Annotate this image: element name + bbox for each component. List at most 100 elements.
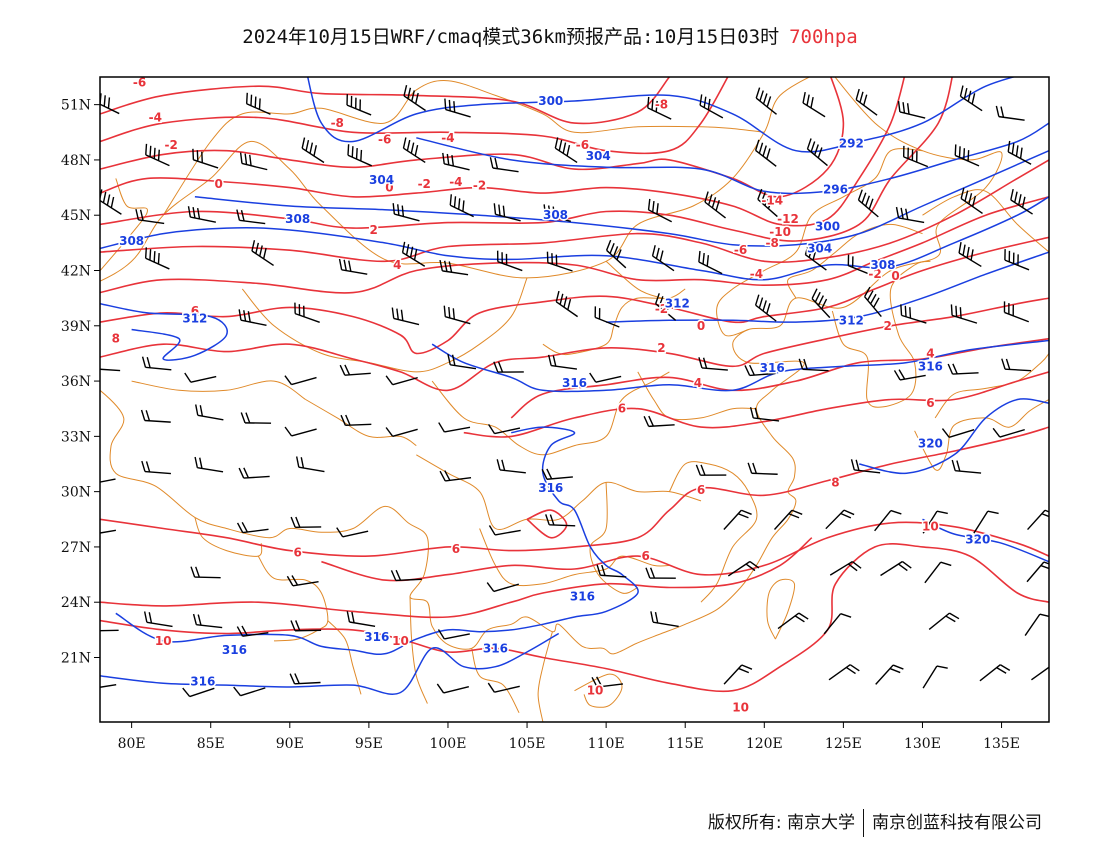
wind-barb xyxy=(798,358,829,372)
temperature-label: 0 xyxy=(214,177,222,191)
border-line xyxy=(327,620,362,695)
wind-barb xyxy=(301,137,325,164)
temperature-label: -6 xyxy=(378,133,391,147)
geopotential-label: 296 xyxy=(823,182,848,196)
geopotential-label: 304 xyxy=(369,173,394,187)
wind-barb xyxy=(442,152,470,171)
temperature-contour xyxy=(100,196,1049,294)
wind-barb xyxy=(100,629,119,632)
border-line xyxy=(416,454,702,530)
wind-barb xyxy=(1003,301,1030,323)
temperature-contour xyxy=(463,371,1049,438)
lon-label: 90E xyxy=(276,736,304,752)
border-line xyxy=(471,648,520,714)
footer-divider xyxy=(863,809,864,837)
geopotential-contour xyxy=(922,518,1049,563)
geopotential-label: 312 xyxy=(665,297,690,311)
wind-barb xyxy=(436,683,469,694)
wind-barb xyxy=(100,478,116,483)
wind-barb xyxy=(546,251,573,272)
geopotential-label: 304 xyxy=(807,241,832,255)
wind-barb xyxy=(339,364,371,376)
geopotential-contour xyxy=(416,122,1049,195)
lat-label: 45N xyxy=(61,208,91,224)
geopotential-contour xyxy=(859,398,1049,475)
geopotential-label: 308 xyxy=(543,208,568,222)
wind-barb xyxy=(100,368,121,372)
geopotential-contour xyxy=(306,77,1016,153)
wind-barb xyxy=(295,456,325,473)
temperature-label: -10 xyxy=(769,225,791,239)
wind-barb xyxy=(338,258,368,275)
wind-barb xyxy=(496,250,523,272)
temperature-label: 6 xyxy=(294,545,302,559)
border-line xyxy=(574,673,623,708)
wind-barb xyxy=(902,145,929,168)
wind-barb xyxy=(754,139,777,167)
wind-barb xyxy=(1001,358,1032,372)
wind-barb xyxy=(401,241,426,267)
wind-barb xyxy=(143,611,173,628)
temperature-contour xyxy=(526,509,568,539)
temperature-label: -2 xyxy=(165,138,178,152)
wind-barb xyxy=(238,309,267,326)
wind-barb xyxy=(385,375,418,386)
geopotential-label: 308 xyxy=(119,234,144,248)
temperature-contour xyxy=(100,537,813,619)
wind-barb xyxy=(346,94,372,116)
wind-barb xyxy=(857,189,879,218)
geopotential-labels: 300 304 292 296 304 308 308 300 304 308 312 312 308 3… xyxy=(118,92,992,690)
border-line xyxy=(100,178,148,272)
temperature-label: -14 xyxy=(761,193,783,207)
geopotential-label: 316 xyxy=(364,630,389,644)
map-title: 2024年10月15日WRF/cmaq模式36km预报产品:10月15日03时 7… xyxy=(0,22,1100,49)
lon-label: 85E xyxy=(197,736,225,752)
wind-barb xyxy=(192,148,219,169)
temperature-label: -8 xyxy=(331,116,344,130)
temperature-label: 2 xyxy=(883,319,891,333)
temperature-label: -8 xyxy=(655,98,668,112)
border-line xyxy=(431,371,670,456)
geopotential-label: 316 xyxy=(538,481,563,495)
wind-barb xyxy=(541,468,573,480)
wind-barb xyxy=(487,682,520,693)
geopotential-contour xyxy=(606,251,1049,323)
wind-barb xyxy=(651,245,675,272)
wind-barb xyxy=(596,564,627,578)
copyright-footer: 版权所有: 南京大学 南京创蓝科技有限公司 xyxy=(708,808,1042,837)
border-line xyxy=(934,353,1049,419)
border-line xyxy=(922,189,1049,253)
geopotential-contour xyxy=(115,426,639,655)
wind-barb xyxy=(847,254,873,276)
pressure-level: 700hpa xyxy=(789,26,858,48)
wind-barb xyxy=(895,206,925,224)
temperature-label: 6 xyxy=(926,396,934,410)
temperature-label: -6 xyxy=(734,243,747,257)
wind-barb xyxy=(755,87,777,115)
wind-barb xyxy=(1007,140,1032,165)
wind-barb xyxy=(444,98,471,118)
temperature-label: 4 xyxy=(694,376,702,390)
temperature-label: -4 xyxy=(449,175,462,189)
wind-barb xyxy=(811,288,831,319)
wind-barb xyxy=(284,375,317,386)
lon-label: 95E xyxy=(355,736,383,752)
wind-barb xyxy=(402,137,426,164)
wind-barb xyxy=(922,510,948,534)
temperature-label: -2 xyxy=(418,177,431,191)
temperature-label: -4 xyxy=(750,267,763,281)
wind-barb xyxy=(893,369,926,381)
lat-label: 27N xyxy=(61,540,91,556)
wind-barb xyxy=(825,509,855,530)
geopotential-label: 308 xyxy=(285,212,310,226)
lon-label: 105E xyxy=(509,736,546,752)
border-line xyxy=(479,528,670,587)
geopotential-label: 316 xyxy=(483,641,508,655)
wind-barb xyxy=(140,409,171,423)
wind-barb xyxy=(294,302,320,323)
wind-barb xyxy=(346,611,376,628)
wind-barb xyxy=(698,250,723,275)
wind-barb xyxy=(245,92,271,115)
wind-barb xyxy=(192,613,223,629)
